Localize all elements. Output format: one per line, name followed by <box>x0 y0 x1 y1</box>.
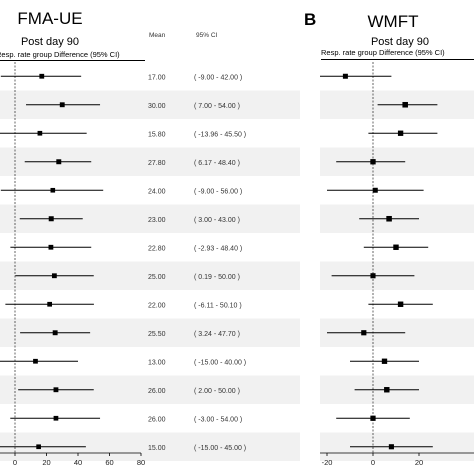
ci-value-0: ( -9.00 - 42.00 ) <box>194 74 242 81</box>
panel-b-point-11 <box>384 387 390 393</box>
ci-value-6: ( -2.93 - 48.40 ) <box>194 245 242 252</box>
ci-value-10: ( -15.00 - 40.00 ) <box>194 359 246 366</box>
mean-value-9: 25.50 <box>148 331 166 338</box>
panel-a-point-12 <box>53 415 59 421</box>
mean-value-7: 25.00 <box>148 274 166 281</box>
panel-b-letter: B <box>304 10 316 29</box>
panel-a-point-5 <box>48 216 54 222</box>
panel-a-title: FMA-UE <box>17 9 82 28</box>
mean-value-0: 17.00 <box>148 74 166 81</box>
ci-value-5: ( 3.00 - 43.00 ) <box>194 217 240 224</box>
panel-b-subtitle: Post day 90 <box>371 36 429 48</box>
panel-a-point-8 <box>47 301 53 307</box>
panel-a-plot: 0 20 40 60 80 <box>0 62 145 467</box>
panel-b-point-8 <box>397 301 404 307</box>
panel-a-tick-label-1: 20 <box>42 458 50 467</box>
panel-b-point-13 <box>388 444 394 450</box>
ci-value-4: ( -9.00 - 56.00 ) <box>194 188 242 195</box>
panel-b-point-2 <box>397 130 404 136</box>
mean-value-1: 30.00 <box>148 103 166 110</box>
panel-a-point-3 <box>56 159 62 165</box>
panel-a-tick-label-0: 0 <box>13 458 17 467</box>
panel-b-point-1 <box>402 101 408 108</box>
panel-b-point-4 <box>372 187 378 193</box>
panel-b-point-0 <box>342 73 348 79</box>
col-header-mean: Mean <box>149 32 166 39</box>
mean-value-2: 15.80 <box>148 131 166 138</box>
panel-b-point-12 <box>370 415 376 421</box>
panel-a-point-2 <box>37 130 43 136</box>
panel-a-point-9 <box>52 330 58 336</box>
panel-a-point-13 <box>36 444 41 450</box>
panel-b-plot: -20 0 20 <box>320 62 474 467</box>
mean-value-12: 26.00 <box>148 416 166 423</box>
panel-b-point-10 <box>381 358 388 364</box>
panel-b-title: WMFT <box>368 12 419 31</box>
panel-b-tick-label-1: 0 <box>371 458 375 467</box>
panel-b-tick-label-0: -20 <box>322 458 333 467</box>
ci-value-11: ( 2.00 - 50.00 ) <box>194 388 240 395</box>
mean-value-10: 13.00 <box>148 359 166 366</box>
panel-a-tick-label-4: 80 <box>137 458 145 467</box>
panel-a-tick-label-2: 40 <box>74 458 82 467</box>
mean-value-11: 26.00 <box>148 388 166 395</box>
panel-b-point-9 <box>361 330 367 336</box>
mean-value-5: 23.00 <box>148 217 166 224</box>
ci-value-3: ( 6.17 - 48.40 ) <box>194 160 240 167</box>
panel-a-point-4 <box>50 187 56 193</box>
panel-b-point-6 <box>393 244 399 250</box>
mean-value-8: 22.00 <box>148 302 166 309</box>
panel-a-point-7 <box>51 273 57 279</box>
panel-a-tick-label-3: 60 <box>105 458 113 467</box>
ci-value-1: ( 7.00 - 54.00 ) <box>194 103 240 110</box>
panel-a-header: Resp. rate group Difference (95% CI) <box>0 50 120 59</box>
ci-value-2: ( -13.96 - 45.50 ) <box>194 131 246 138</box>
panel-a-point-1 <box>59 102 65 108</box>
panel-b-point-3 <box>370 159 376 165</box>
col-header-ci: 95% CI <box>196 32 218 39</box>
ci-value-12: ( -3.00 - 54.00 ) <box>194 416 242 423</box>
mean-value-13: 15.00 <box>148 445 166 452</box>
mean-value-4: 24.00 <box>148 188 166 195</box>
panel-a-table: 17.00 ( -9.00 - 42.00 ) 30.00 ( 7.00 - 54.0… <box>148 74 246 452</box>
mean-value-3: 27.80 <box>148 160 166 167</box>
ci-value-7: ( 0.19 - 50.00 ) <box>194 274 240 281</box>
panel-b-point-7 <box>370 273 376 279</box>
mean-value-6: 22.80 <box>148 245 166 252</box>
ci-value-8: ( -6.11 - 50.10 ) <box>194 302 242 309</box>
panel-a-subtitle: Post day 90 <box>21 36 79 48</box>
panel-b-point-5 <box>386 215 392 222</box>
panel-a-point-11 <box>53 387 59 393</box>
panel-b-tick-label-2: 20 <box>415 458 423 467</box>
panel-a-point-0 <box>39 73 45 79</box>
panel-b-header: Resp. rate group Difference (95% CI) <box>321 48 445 57</box>
panel-a-point-6 <box>48 244 54 250</box>
ci-value-9: ( 3.24 - 47.70 ) <box>194 331 240 338</box>
panel-a-point-10 <box>33 358 38 364</box>
ci-value-13: ( -15.00 - 45.00 ) <box>194 445 246 452</box>
